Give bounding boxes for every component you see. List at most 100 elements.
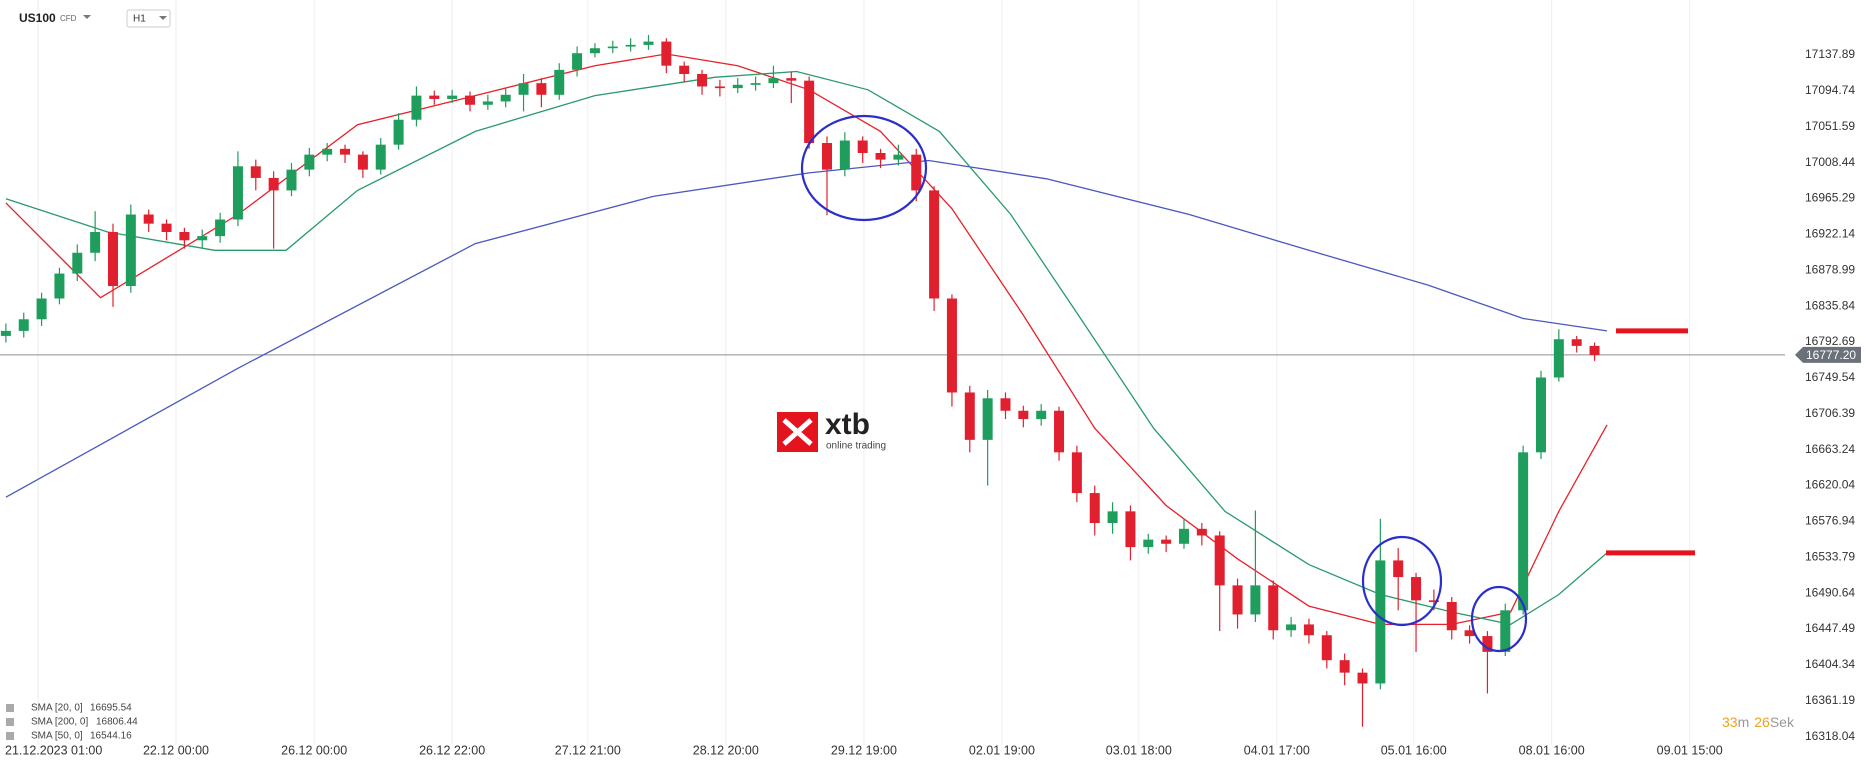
symbol[interactable]: US100 [19,11,56,25]
candle-body [447,95,458,99]
candle-body [500,94,511,102]
candle-body [1553,339,1564,378]
x-tick-label: 21.12.2023 01:00 [5,743,102,757]
y-tick-label: 16663.24 [1805,442,1855,456]
candle-body [821,143,832,170]
current-price-label: 16777.20 [1806,348,1856,362]
legend-label: SMA [200, 0] [31,717,88,728]
timer-minutes: 33 [1722,714,1738,730]
candle-body [1339,660,1350,673]
candles [0,34,1600,727]
x-tick-label: 27.12 21:00 [555,743,621,757]
y-tick-label: 16878.99 [1805,262,1855,276]
candle-body [1518,452,1529,611]
timer-minutes-unit: m [1738,714,1750,730]
candle-body [554,69,565,95]
y-tick-label: 17094.74 [1805,83,1855,97]
candle-body [518,83,529,95]
candle-body [1428,600,1439,602]
candle-body [54,273,65,299]
candle-body [161,223,172,232]
y-tick-label: 16965.29 [1805,191,1855,205]
candle-body [1196,528,1207,536]
y-tick-label: 16361.19 [1805,693,1855,707]
candle-body [1036,410,1047,420]
tagline: online trading [826,441,886,452]
candle-body [268,177,279,191]
x-tick-label: 05.01 16:00 [1381,743,1447,757]
candle-body [875,152,886,160]
x-tick-label: 28.12 20:00 [693,743,759,757]
candle-body [1018,410,1029,420]
candle-body [197,236,208,241]
legend-icon [6,704,14,712]
candle-body [143,214,154,224]
y-tick-label: 16490.64 [1805,585,1855,599]
watermark: xtb online trading [777,408,886,452]
candle-body [732,84,743,89]
candle-body [90,231,101,253]
x-tick-label: 26.12 22:00 [419,743,485,757]
candle-body [1411,577,1422,601]
candle-body [893,154,904,160]
candle-body [1321,635,1332,661]
y-tick-label: 16706.39 [1805,406,1855,420]
y-tick-label: 16318.04 [1805,729,1855,743]
timer-seconds: 26 [1754,714,1770,730]
candle-body [911,154,922,191]
candle-body [1000,398,1011,411]
candle-body [1107,511,1118,523]
candle-body [1446,601,1457,631]
y-tick-label: 16404.34 [1805,657,1855,671]
candle-body [357,154,368,170]
candle-body [322,148,333,155]
candle-body [340,148,351,155]
candle-body [250,166,261,178]
candle-body [982,398,993,440]
candle-body [1393,560,1404,578]
candle-body [1054,410,1065,453]
y-tick-label: 16447.49 [1805,621,1855,635]
candle-body [411,95,422,120]
candle-body [72,252,83,274]
legend-label: SMA [20, 0] [31,703,83,714]
x-tick-label: 08.01 16:00 [1519,743,1585,757]
x-tick-label: 29.12 19:00 [831,743,897,757]
candle-body [464,95,475,105]
timeframe[interactable]: H1 [133,14,146,25]
candle-body [1303,624,1314,636]
candle-body [1571,339,1582,346]
candle-body [36,298,47,320]
candle-body [536,83,547,95]
grid [0,0,1785,745]
logo-x [782,418,813,446]
highlight-circle [1470,585,1528,653]
dropdown-arrow[interactable] [159,16,167,20]
candle-body [215,219,226,237]
candle-body [1214,535,1225,586]
y-tick-label: 17008.44 [1805,155,1855,169]
x-tick-label: 22.12 00:00 [143,743,209,757]
y-tick-label: 16620.04 [1805,478,1855,492]
candle-body [1464,630,1475,637]
candle-body [661,41,672,66]
timeframe-select[interactable] [126,9,171,28]
candle-body [857,140,868,153]
dropdown-arrow[interactable] [83,15,91,19]
candle-body [482,101,493,105]
y-tick-label: 16922.14 [1805,227,1855,241]
candle-body [1071,452,1082,494]
candle-body [768,78,779,84]
candle-body [179,231,190,241]
candle-body [1500,610,1511,652]
x-tick-label: 09.01 15:00 [1657,743,1723,757]
x-tick-label: 03.01 18:00 [1106,743,1172,757]
candle-body [1125,511,1136,548]
x-tick-label: 04.01 17:00 [1244,743,1310,757]
y-tick-label: 16792.69 [1805,334,1855,348]
legend-value: 16544.16 [90,731,132,742]
legend-icon [6,732,14,740]
candle-body [375,144,386,170]
